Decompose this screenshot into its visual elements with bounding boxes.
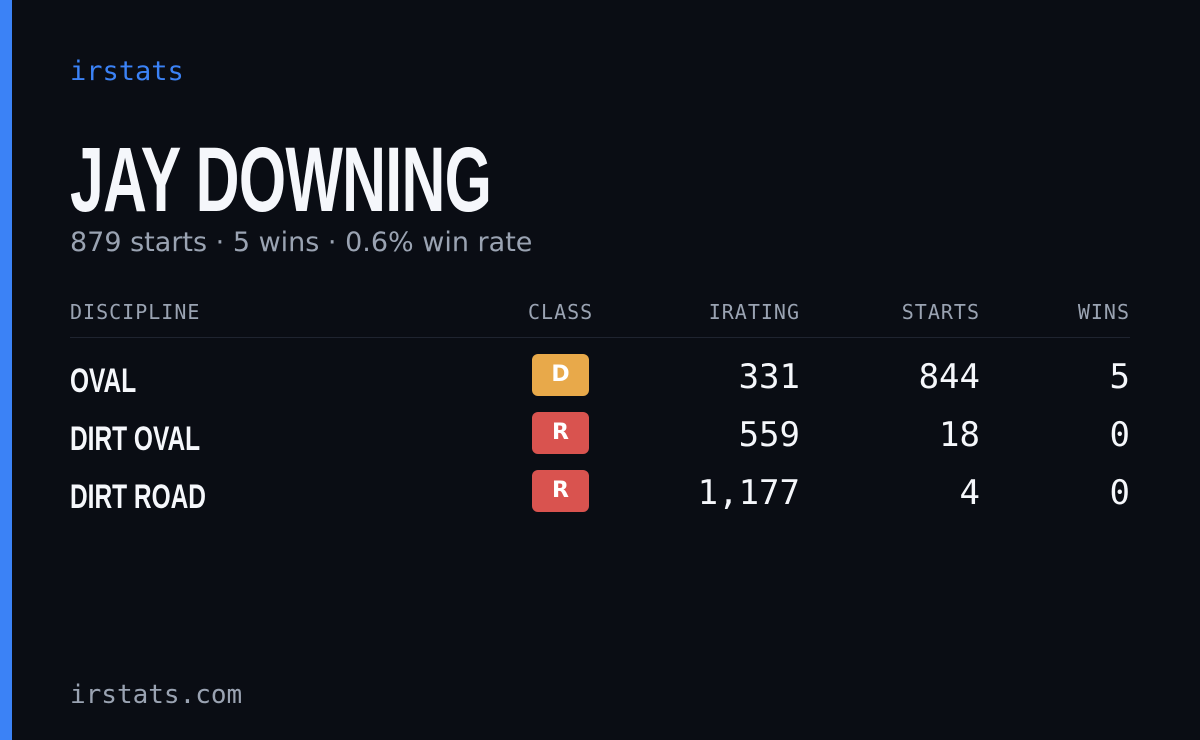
- discipline: DIRT OVAL: [70, 420, 201, 458]
- irating: 331: [738, 357, 800, 397]
- summary: 879 starts · 5 wins · 0.6% win rate: [70, 227, 533, 258]
- column-header: STARTS: [901, 300, 980, 324]
- starts: 18: [939, 415, 980, 455]
- wins: 0: [1109, 473, 1130, 513]
- player-name: JAY DOWNING: [70, 129, 492, 231]
- starts: 844: [918, 357, 980, 397]
- discipline: DIRT ROAD: [70, 478, 207, 516]
- starts: 4: [959, 473, 980, 513]
- wins: 5: [1109, 357, 1130, 397]
- class-badge: R: [532, 412, 589, 454]
- column-header: DISCIPLINE: [70, 300, 201, 324]
- wins: 0: [1109, 415, 1130, 455]
- class-badge: D: [532, 354, 589, 396]
- header-rule: [70, 337, 1130, 338]
- irating: 559: [738, 415, 800, 455]
- column-header: IRATING: [708, 300, 800, 324]
- column-header: CLASS: [528, 300, 594, 324]
- irating: 1,177: [697, 473, 800, 513]
- column-header: WINS: [1077, 300, 1130, 324]
- footer-site: irstats.com: [70, 680, 243, 710]
- class-badge: R: [532, 470, 589, 512]
- discipline: OVAL: [70, 362, 137, 400]
- accent-bar: [0, 0, 12, 740]
- brand: irstats: [70, 56, 184, 87]
